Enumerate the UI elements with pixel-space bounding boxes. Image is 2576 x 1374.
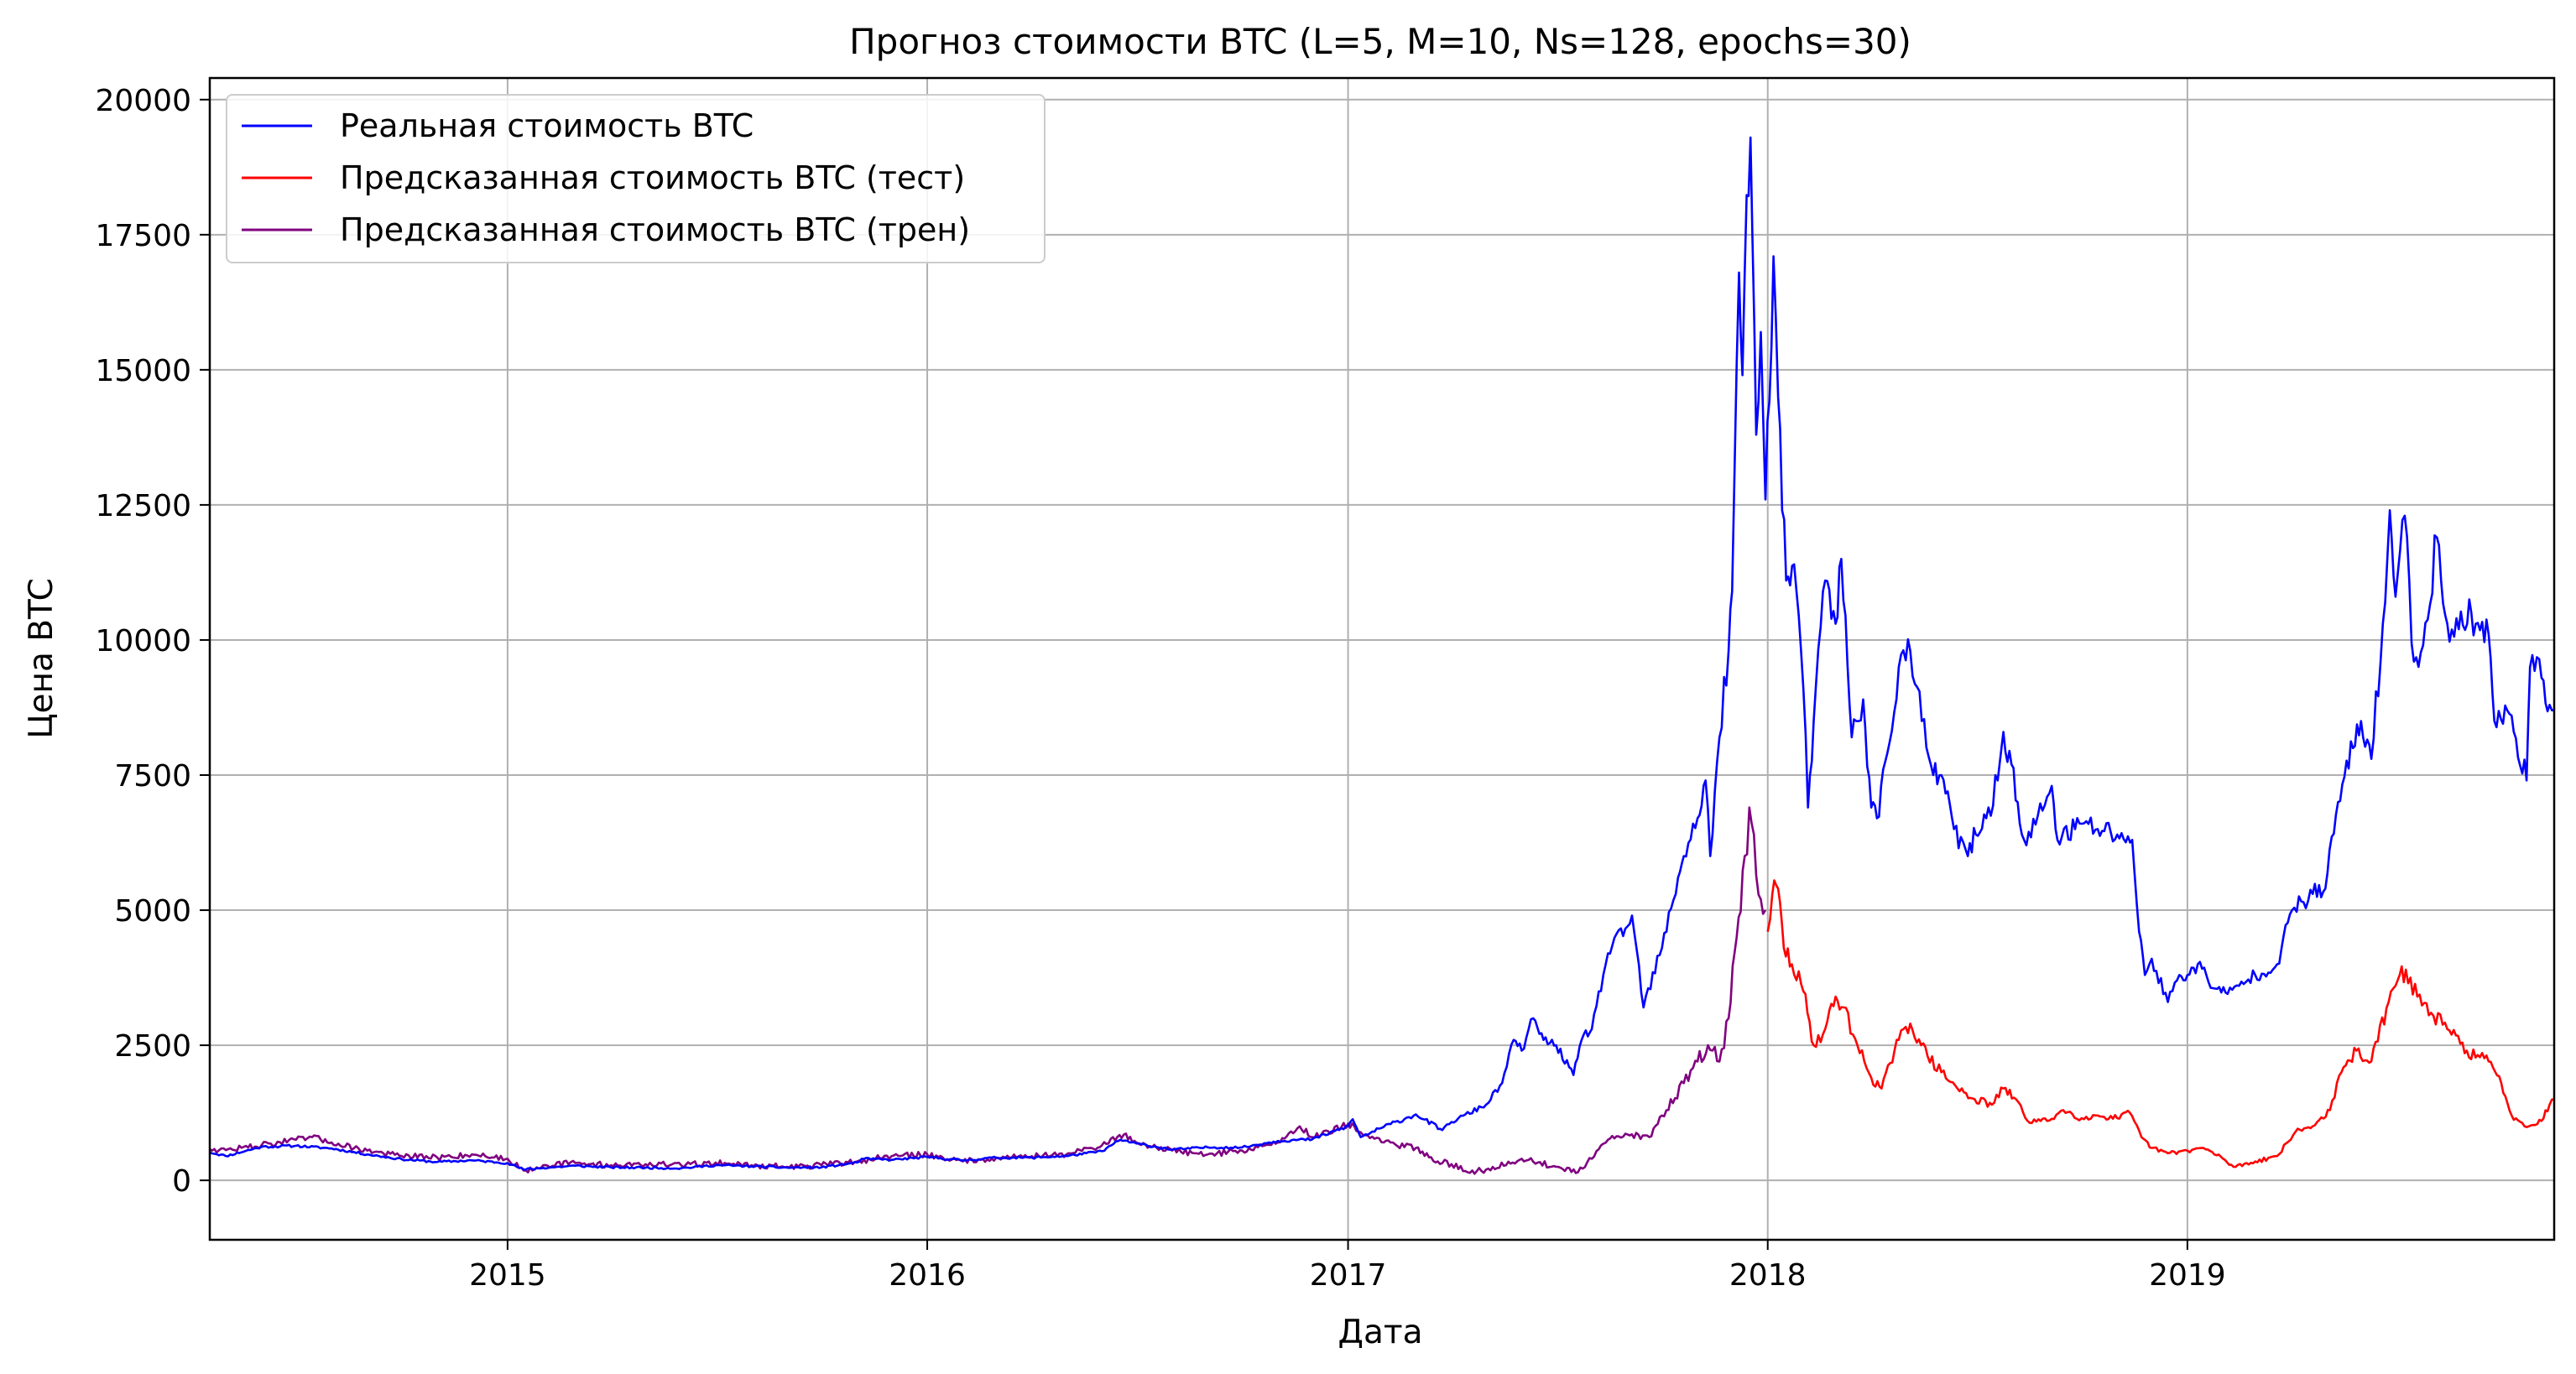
y-tick-label: 0 — [172, 1164, 191, 1199]
x-tick-label: 2015 — [469, 1258, 546, 1293]
y-axis-label: Цена BTC — [23, 578, 60, 739]
series-line-3 — [210, 806, 1767, 1175]
y-tick-label: 2500 — [114, 1029, 191, 1064]
plot-frame — [208, 76, 2556, 1241]
axes: 2015 2016 2017 2018 2019 0 2500 5000 7500 10000 12… — [95, 84, 2225, 1293]
series-line-1 — [210, 136, 2554, 1171]
y-tick-label: 15000 — [95, 354, 191, 388]
x-tick-label: 2017 — [1310, 1258, 1387, 1293]
series-layer — [210, 136, 2554, 1175]
y-tick-label: 17500 — [95, 219, 191, 253]
y-tick-label: 10000 — [95, 624, 191, 658]
legend-label: Предсказанная стоимость BTC (трен) — [340, 211, 970, 248]
legend-label: Предсказанная стоимость BTC (тест) — [340, 159, 965, 196]
y-tick-label: 7500 — [114, 759, 191, 794]
x-tick-label: 2016 — [889, 1258, 966, 1293]
plot-background — [210, 78, 2554, 1240]
series-line-2 — [1766, 879, 2554, 1168]
plot-area: 2015 2016 2017 2018 2019 0 2500 5000 7500 10000 12… — [95, 76, 2556, 1293]
y-tick-label: 20000 — [95, 84, 191, 118]
x-tick-label: 2018 — [1729, 1258, 1807, 1293]
legend-label: Реальная стоимость BTC — [340, 107, 754, 144]
legend: Реальная стоимость BTC Предсказанная стои… — [226, 94, 1046, 263]
y-tick-label: 5000 — [114, 894, 191, 929]
y-tick-label: 12500 — [95, 489, 191, 523]
legend-box — [226, 94, 1046, 263]
x-tick-label: 2019 — [2149, 1258, 2226, 1293]
chart-title: Прогноз стоимости BTC (L=5, M=10, Ns=128… — [849, 21, 1911, 62]
x-axis-label: Дата — [1338, 1314, 1423, 1351]
